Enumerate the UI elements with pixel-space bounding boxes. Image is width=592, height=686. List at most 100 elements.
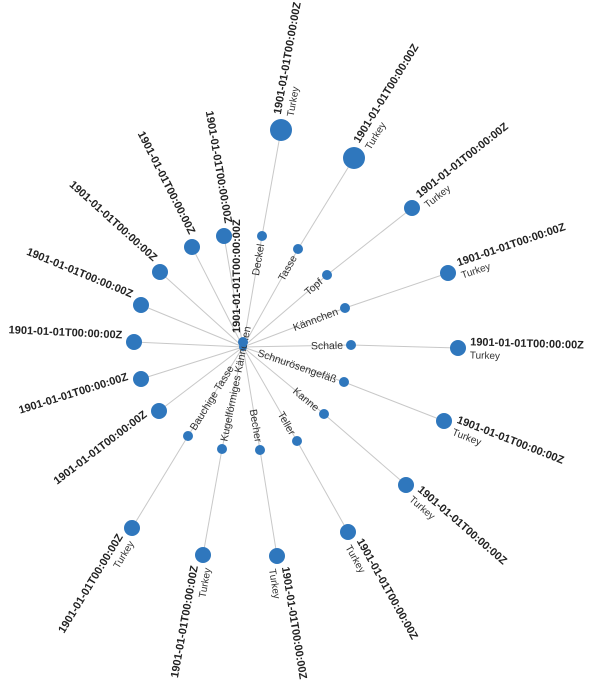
leaf-label-group: 1901-01-01T00:00:00Z: [52, 409, 150, 488]
category-node[interactable]: [217, 444, 227, 454]
leaf-place-label: Turkey: [286, 86, 302, 118]
link-category-to-leaf: [343, 381, 445, 422]
leaf-node[interactable]: [343, 147, 365, 169]
link-root-to-category: [242, 344, 352, 348]
leaf-node[interactable]: [238, 337, 248, 347]
category-label: Schnurösengefäß: [256, 347, 338, 385]
link-root-to-leaf: [159, 271, 244, 348]
link-category-to-leaf: [202, 448, 223, 556]
link-root-to-leaf: [191, 246, 244, 348]
leaf-date-label: 1901-01-01T00:00:00Z: [456, 221, 568, 269]
category-label: Deckel: [250, 243, 267, 277]
category-node[interactable]: [340, 303, 350, 313]
leaf-node[interactable]: [340, 524, 356, 540]
link-root-to-category: [242, 235, 263, 348]
leaf-date-label: 1901-01-01T00:00:00Z: [415, 484, 509, 568]
links-layer: [131, 129, 459, 557]
leaf-node[interactable]: [195, 547, 211, 563]
link-root-to-leaf: [140, 304, 244, 348]
link-root-to-category: [221, 346, 244, 450]
leaf-date-label: 1901-01-01T00:00:00Z: [279, 566, 309, 680]
link-root-to-category: [187, 346, 244, 437]
category-label: Kanne: [290, 385, 321, 414]
leaf-node[interactable]: [436, 413, 452, 429]
leaf-date-label: 1901-01-01T00:00:00Z: [25, 246, 135, 301]
leaf-label-group: 1901-01-01T00:00:00Z: [231, 219, 243, 333]
category-node[interactable]: [255, 445, 265, 455]
category-node[interactable]: [293, 244, 303, 254]
leaf-node[interactable]: [151, 403, 167, 419]
leaf-date-label: 1901-01-01T00:00:00Z: [8, 324, 122, 341]
category-node[interactable]: [292, 436, 302, 446]
category-node[interactable]: [339, 377, 349, 387]
leaf-date-label: 1901-01-01T00:00:00Z: [67, 179, 160, 264]
leaf-node[interactable]: [133, 297, 149, 313]
category-label: Kännchen: [291, 306, 340, 334]
leaf-node[interactable]: [184, 239, 200, 255]
leaf-label-group: 1901-01-01T00:00:00Z: [203, 110, 234, 224]
link-root-to-category: [242, 307, 346, 348]
category-node[interactable]: [257, 231, 267, 241]
link-category-to-leaf: [296, 440, 349, 533]
leaf-node[interactable]: [124, 520, 140, 536]
link-category-to-leaf: [323, 413, 407, 486]
leaf-date-label: 1901-01-01T00:00:00Z: [52, 409, 150, 488]
category-node[interactable]: [319, 409, 329, 419]
leaf-label-group: 1901-01-01T00:00:00Z: [135, 130, 197, 237]
link-category-to-leaf: [344, 272, 449, 309]
leaf-node[interactable]: [133, 371, 149, 387]
nodes-layer: Deckel1901-01-01T00:00:00ZTurkeyTasse190…: [8, 1, 585, 681]
leaf-date-label: 1901-01-01T00:00:00Z: [203, 110, 234, 224]
leaf-node[interactable]: [152, 264, 168, 280]
category-node[interactable]: [183, 431, 193, 441]
leaf-node[interactable]: [450, 340, 466, 356]
leaf-node[interactable]: [398, 477, 414, 493]
category-label: Teller: [275, 410, 298, 438]
leaf-date-label: 1901-01-01T00:00:00Z: [56, 532, 126, 636]
link-root-to-category: [242, 346, 345, 383]
link-root-to-leaf: [140, 346, 244, 380]
link-root-to-category: [242, 346, 298, 442]
link-root-to-leaf: [133, 341, 244, 348]
leaf-node[interactable]: [269, 548, 285, 564]
link-category-to-leaf: [297, 157, 355, 250]
link-root-to-leaf: [223, 235, 244, 348]
leaf-label-group: 1901-01-01T00:00:00Z: [25, 246, 135, 301]
link-root-to-category: [242, 346, 261, 451]
link-root-to-category: [242, 274, 328, 348]
link-category-to-leaf: [326, 207, 413, 276]
leaf-date-label: 1901-01-01T00:00:00Z: [470, 336, 584, 351]
link-root-to-category: [242, 248, 299, 348]
link-root-to-category: [242, 346, 325, 415]
category-node[interactable]: [346, 340, 356, 350]
category-node[interactable]: [322, 270, 332, 280]
leaf-date-label: 1901-01-01T00:00:00Z: [135, 130, 197, 237]
category-label: Becher: [247, 408, 264, 443]
leaf-date-label: 1901-01-01T00:00:00Z: [169, 564, 201, 678]
link-root-to-leaf: [158, 346, 244, 412]
leaf-node[interactable]: [404, 200, 420, 216]
link-category-to-leaf: [259, 449, 278, 557]
category-label: Schale: [311, 340, 343, 353]
leaf-date-label: 1901-01-01T00:00:00Z: [354, 537, 420, 642]
leaf-label-group: 1901-01-01T00:00:00Z: [17, 371, 129, 417]
leaf-node[interactable]: [270, 119, 292, 141]
leaf-node[interactable]: [126, 334, 142, 350]
leaf-date-label: 1901-01-01T00:00:00Z: [17, 371, 129, 417]
leaf-place-label: Turkey: [470, 350, 500, 362]
leaf-node[interactable]: [216, 228, 232, 244]
leaf-label-group: 1901-01-01T00:00:00Z: [8, 324, 122, 341]
leaf-place-label: Turkey: [266, 568, 282, 600]
leaf-node[interactable]: [440, 265, 456, 281]
